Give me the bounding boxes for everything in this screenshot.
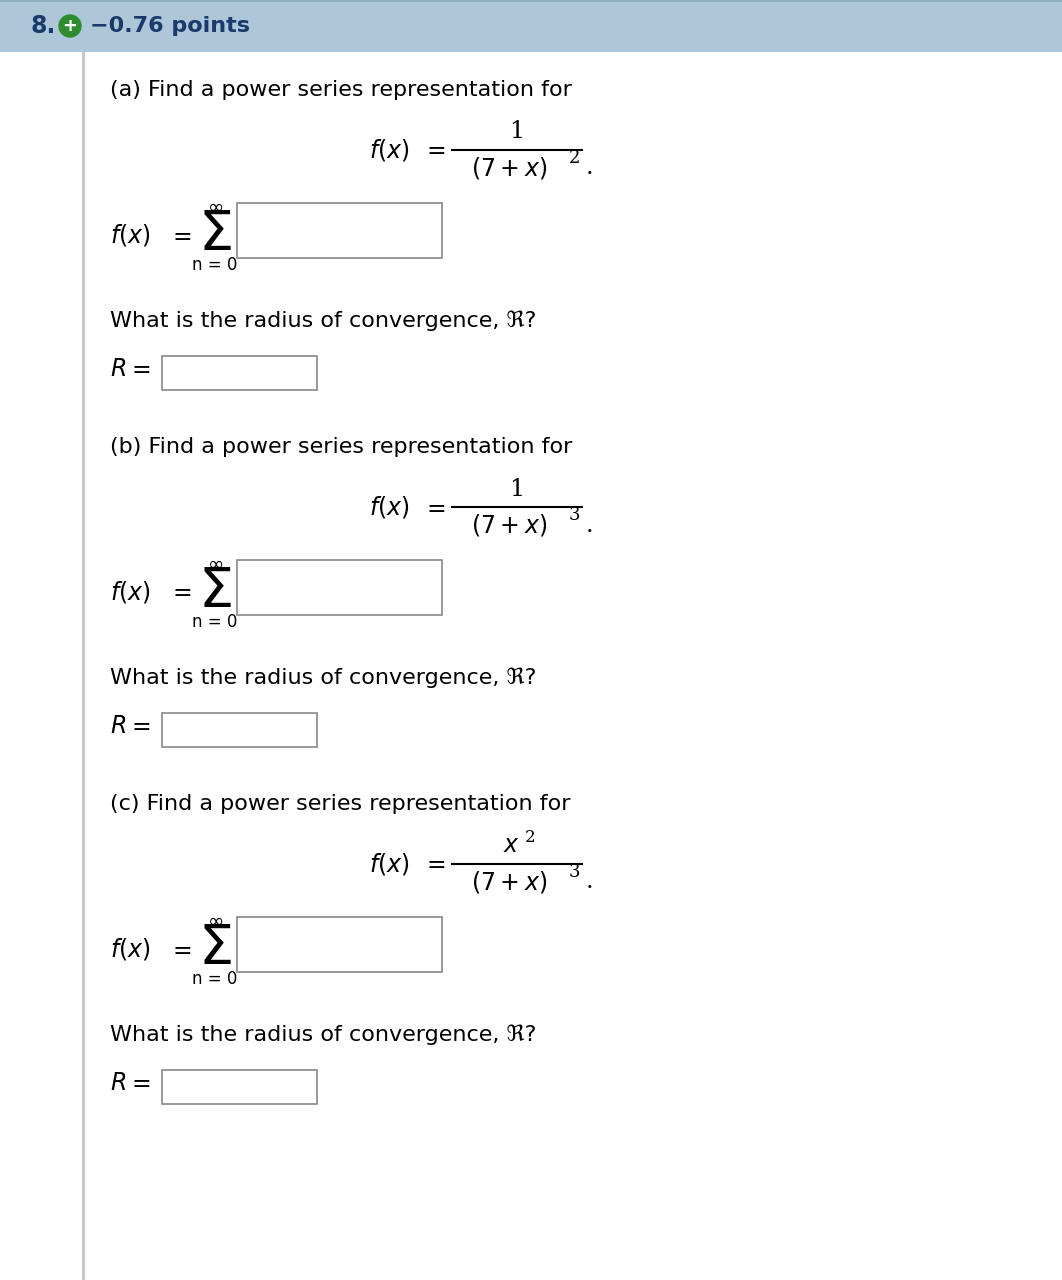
Text: (c) Find a power series representation for: (c) Find a power series representation f… [110, 794, 570, 814]
Text: $\infty$: $\infty$ [207, 911, 223, 931]
Bar [162, 356, 316, 390]
Text: 2: 2 [525, 829, 535, 846]
Text: $\mathit{(7 + x)}$: $\mathit{(7 + x)}$ [470, 869, 547, 895]
Bar [162, 713, 316, 748]
Text: +: + [63, 17, 78, 35]
Text: 2: 2 [569, 148, 580, 166]
Text: =: = [132, 1073, 152, 1096]
Text: $\mathit{f}(\mathit{x})$: $\mathit{f}(\mathit{x})$ [110, 936, 151, 963]
Text: n = 0: n = 0 [192, 613, 238, 631]
Text: 1: 1 [510, 120, 525, 143]
Text: $=$: $=$ [168, 224, 192, 247]
Text: $\Sigma$: $\Sigma$ [199, 564, 232, 620]
Text: (b) Find a power series representation for: (b) Find a power series representation f… [110, 436, 572, 457]
Text: $=$: $=$ [422, 138, 446, 161]
Text: 3: 3 [569, 506, 581, 524]
Circle shape [59, 15, 81, 37]
Text: n = 0: n = 0 [192, 970, 238, 988]
Text: =: = [132, 716, 152, 739]
Text: $\infty$: $\infty$ [207, 198, 223, 216]
Text: $\mathit{f}(\mathit{x})$: $\mathit{f}(\mathit{x})$ [110, 221, 151, 248]
Text: $=$: $=$ [422, 495, 446, 518]
Text: $\mathit{f}(\mathit{x})$: $\mathit{f}(\mathit{x})$ [370, 137, 410, 163]
Bar [237, 561, 442, 614]
Text: .: . [586, 156, 594, 179]
Text: =: = [132, 358, 152, 381]
Text: $\Sigma$: $\Sigma$ [199, 922, 232, 977]
Text: $\mathit{R}$: $\mathit{R}$ [110, 358, 126, 381]
Text: 3: 3 [569, 863, 581, 881]
Text: $\mathit{f}(\mathit{x})$: $\mathit{f}(\mathit{x})$ [110, 579, 151, 605]
Text: What is the radius of convergence, ℜ?: What is the radius of convergence, ℜ? [110, 1024, 536, 1044]
Text: $\mathit{R}$: $\mathit{R}$ [110, 716, 126, 739]
Text: $\mathit{R}$: $\mathit{R}$ [110, 1073, 126, 1094]
Text: $\mathit{x}$: $\mathit{x}$ [502, 835, 519, 858]
Bar [237, 916, 442, 972]
Text: 1: 1 [510, 477, 525, 500]
Text: $=$: $=$ [168, 937, 192, 960]
Text: $\mathit{(7 + x)}$: $\mathit{(7 + x)}$ [470, 155, 547, 180]
Text: $\mathit{f}(\mathit{x})$: $\mathit{f}(\mathit{x})$ [370, 851, 410, 877]
Text: What is the radius of convergence, ℜ?: What is the radius of convergence, ℜ? [110, 310, 536, 330]
Bar [237, 204, 442, 259]
Text: $\mathit{f}(\mathit{x})$: $\mathit{f}(\mathit{x})$ [370, 494, 410, 520]
Text: (a) Find a power series representation for: (a) Find a power series representation f… [110, 79, 571, 100]
Text: $\Sigma$: $\Sigma$ [199, 207, 232, 262]
Text: $=$: $=$ [168, 581, 192, 603]
Text: n = 0: n = 0 [192, 256, 238, 274]
Bar [0, 0, 1062, 52]
Text: −0.76 points: −0.76 points [90, 15, 250, 36]
Text: $\mathit{(7 + x)}$: $\mathit{(7 + x)}$ [470, 512, 547, 538]
Text: $=$: $=$ [422, 852, 446, 876]
Text: 8.: 8. [30, 14, 55, 38]
Bar [82, 52, 85, 1280]
Text: .: . [586, 513, 594, 536]
Bar [162, 1070, 316, 1103]
Text: .: . [586, 870, 594, 893]
Text: $\infty$: $\infty$ [207, 556, 223, 573]
Text: What is the radius of convergence, ℜ?: What is the radius of convergence, ℜ? [110, 667, 536, 687]
